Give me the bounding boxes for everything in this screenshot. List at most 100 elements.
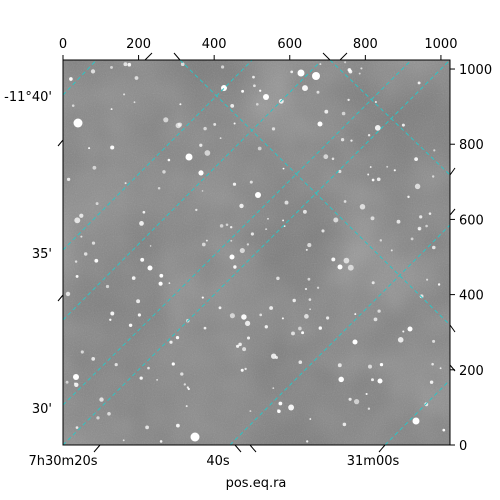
star [390,249,393,252]
star [94,258,99,263]
star [73,118,83,128]
star [317,121,323,127]
star [71,104,75,107]
y-tick-label: 200 [459,364,484,379]
star [412,417,420,425]
star [433,149,436,152]
star [91,241,96,245]
star [426,278,429,281]
y-tick-label: 600 [459,213,484,228]
star [107,411,111,416]
star [80,235,83,238]
world-tick-mark [449,208,456,216]
star [276,276,280,281]
star [292,298,296,303]
star [124,182,127,185]
star [277,409,279,411]
x-tick-label: 600 [277,37,302,52]
star [241,314,247,320]
grid-line [179,60,450,326]
star [179,103,182,106]
world-tick-mark [57,294,64,302]
star [386,165,389,168]
star [263,94,269,100]
star [163,117,169,123]
y-tick-label: 1000 [459,63,492,78]
star [442,428,446,432]
star [249,180,253,184]
star [291,331,295,336]
star [425,224,428,228]
star [201,296,204,299]
star [114,363,118,367]
star [140,257,145,262]
star [246,336,251,340]
star [374,101,377,103]
plot-frame [62,59,451,446]
star [110,108,113,111]
star [431,175,435,178]
star [158,281,163,286]
star [198,170,204,176]
star [379,239,383,242]
world-tick-mark [339,52,348,61]
star [186,386,189,389]
star [244,367,247,371]
x-tick-label: 400 [202,37,227,52]
star [331,257,336,262]
star [110,311,115,316]
star [185,153,193,161]
dec-tick-label: 30' [32,402,52,417]
star [239,248,245,254]
star [348,397,352,401]
star [96,416,100,420]
star [298,360,303,364]
sky-image [63,60,450,445]
star [259,89,262,92]
star [429,380,434,384]
star [105,284,110,289]
star [297,69,305,77]
grid-line [63,61,321,321]
star [246,243,250,246]
star [321,229,325,233]
star [341,111,346,116]
star [402,330,405,333]
star [80,350,84,354]
world-tick-mark [57,139,64,147]
star [379,362,384,367]
star [131,276,136,280]
star [308,298,312,301]
star [343,200,347,203]
star [301,331,305,335]
coordinate-grid [63,60,450,445]
star [306,440,309,443]
star [353,398,360,405]
star [302,85,308,92]
world-tick-mark [93,444,101,453]
pixel-y-ticks: 0 200 400 600 800 1000 [450,63,492,454]
star [323,154,329,160]
star [213,122,217,126]
star [255,102,259,106]
star [324,109,329,114]
star [343,257,350,264]
star [74,217,81,224]
star [414,157,418,161]
star [195,208,198,212]
star [432,245,436,250]
star [338,169,342,174]
star [439,367,442,370]
star [75,426,79,429]
star [219,137,222,140]
star [156,378,159,381]
star [229,254,235,260]
star [290,70,294,74]
x-tick-label: 800 [353,37,378,52]
star [326,316,330,320]
star [175,335,180,340]
image-grain [63,60,450,445]
star [99,397,104,402]
star [180,62,185,67]
grid-line [229,224,450,445]
